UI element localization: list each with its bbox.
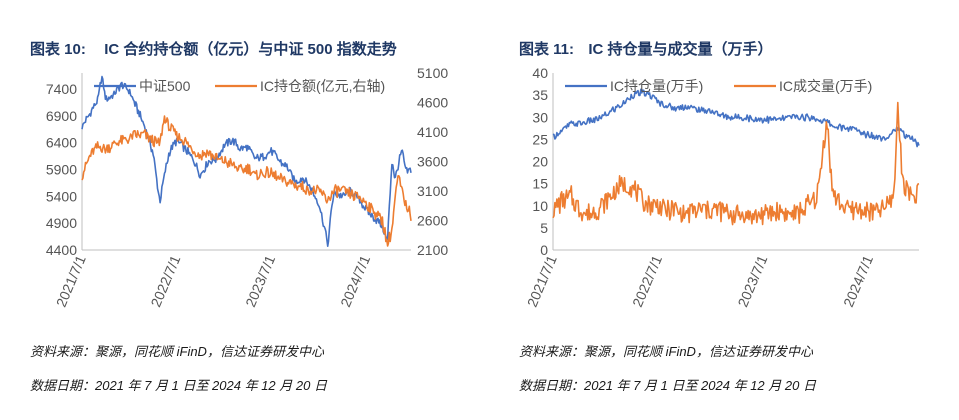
chart-panel-right: 40 35 30 25 20 15 10 5 0 2021/7/1 2022/7/1 2023/7/1… [489, 0, 959, 420]
series-line-2 [81, 115, 412, 247]
x-tick-label: 2021/7/1 [53, 253, 89, 310]
y-left-tick-label: 40 [532, 65, 548, 81]
y-right-tick-label: 2100 [417, 242, 448, 258]
x-tick-label: 2024/7/1 [840, 253, 876, 310]
y-left-tick-label: 20 [532, 154, 548, 170]
y-left-tick-label: 35 [532, 87, 548, 103]
y-left-tick-label: 5 [540, 220, 548, 236]
x-tick-label: 2023/7/1 [242, 253, 278, 310]
figure-title-left: 图表 10: IC 合约持仓额（亿元）与中证 500 指数走势 [30, 38, 397, 59]
y-right-tick-label: 3600 [417, 154, 448, 170]
y-left-tick-label: 4900 [46, 215, 77, 231]
y-left-tick-label: 15 [532, 176, 548, 192]
x-tick-label: 2022/7/1 [629, 253, 665, 310]
y-left-tick-label: 5400 [46, 188, 77, 204]
y-left-tick-label: 25 [532, 131, 548, 147]
y-left-tick-label: 6900 [46, 108, 77, 124]
date-note-left: 数据日期：2021 年 7 月 1 日至 2024 年 12 月 20 日 [30, 378, 327, 393]
y-right-tick-label: 4600 [417, 95, 448, 111]
y-left-tick-label: 30 [532, 109, 548, 125]
y-left-tick-label: 6400 [46, 135, 77, 151]
y-left-tick-label: 4400 [46, 242, 77, 258]
legend-label-1: IC持仓量(万手) [610, 78, 703, 94]
legend-label-2: IC持仓额(亿元,右轴) [260, 78, 385, 94]
y-left-tick-label: 0 [540, 242, 548, 258]
y-right-tick-label: 3100 [417, 183, 448, 199]
series-line-2 [552, 101, 920, 226]
source-note-right: 资料来源：聚源，同花顺 iFinD，信达证券研发中心 [519, 344, 813, 359]
y-right-tick-label: 5100 [417, 65, 448, 81]
series-line-1 [552, 88, 920, 148]
chart-panel-left: 7400 6900 6400 5900 5400 4900 4400 5100 4600 4100… [0, 0, 470, 420]
y-right-tick-label: 2600 [417, 213, 448, 229]
source-note-left: 资料来源：聚源，同花顺 iFinD，信达证券研发中心 [30, 344, 324, 359]
y-left-tick-label: 5900 [46, 162, 77, 178]
figure-label-left: 图表 10: [30, 41, 86, 58]
y-right-tick-label: 4100 [417, 124, 448, 140]
legend-label-2: IC成交量(万手) [779, 78, 872, 94]
x-tick-label: 2024/7/1 [337, 253, 373, 310]
x-tick-label: 2022/7/1 [147, 253, 183, 310]
y-left-tick-label: 7400 [46, 81, 77, 97]
chart-left-svg: 7400 6900 6400 5900 5400 4900 4400 5100 4600 4100… [46, 65, 449, 310]
figure-title-right: 图表 11: IC 持仓量与成交量（万手） [519, 38, 773, 59]
date-note-right: 数据日期：2021 年 7 月 1 日至 2024 年 12 月 20 日 [519, 378, 816, 393]
legend-label-1: 中证500 [139, 78, 191, 94]
figure-title-text-right: IC 持仓量与成交量（万手） [588, 41, 773, 58]
y-left-tick-label: 10 [532, 198, 548, 214]
figure-label-right: 图表 11: [519, 41, 575, 58]
x-tick-label: 2023/7/1 [734, 253, 770, 310]
x-tick-label: 2021/7/1 [524, 253, 560, 310]
series-line-1 [81, 75, 412, 247]
figure-title-text-left: IC 合约持仓额（亿元）与中证 500 指数走势 [104, 41, 397, 58]
